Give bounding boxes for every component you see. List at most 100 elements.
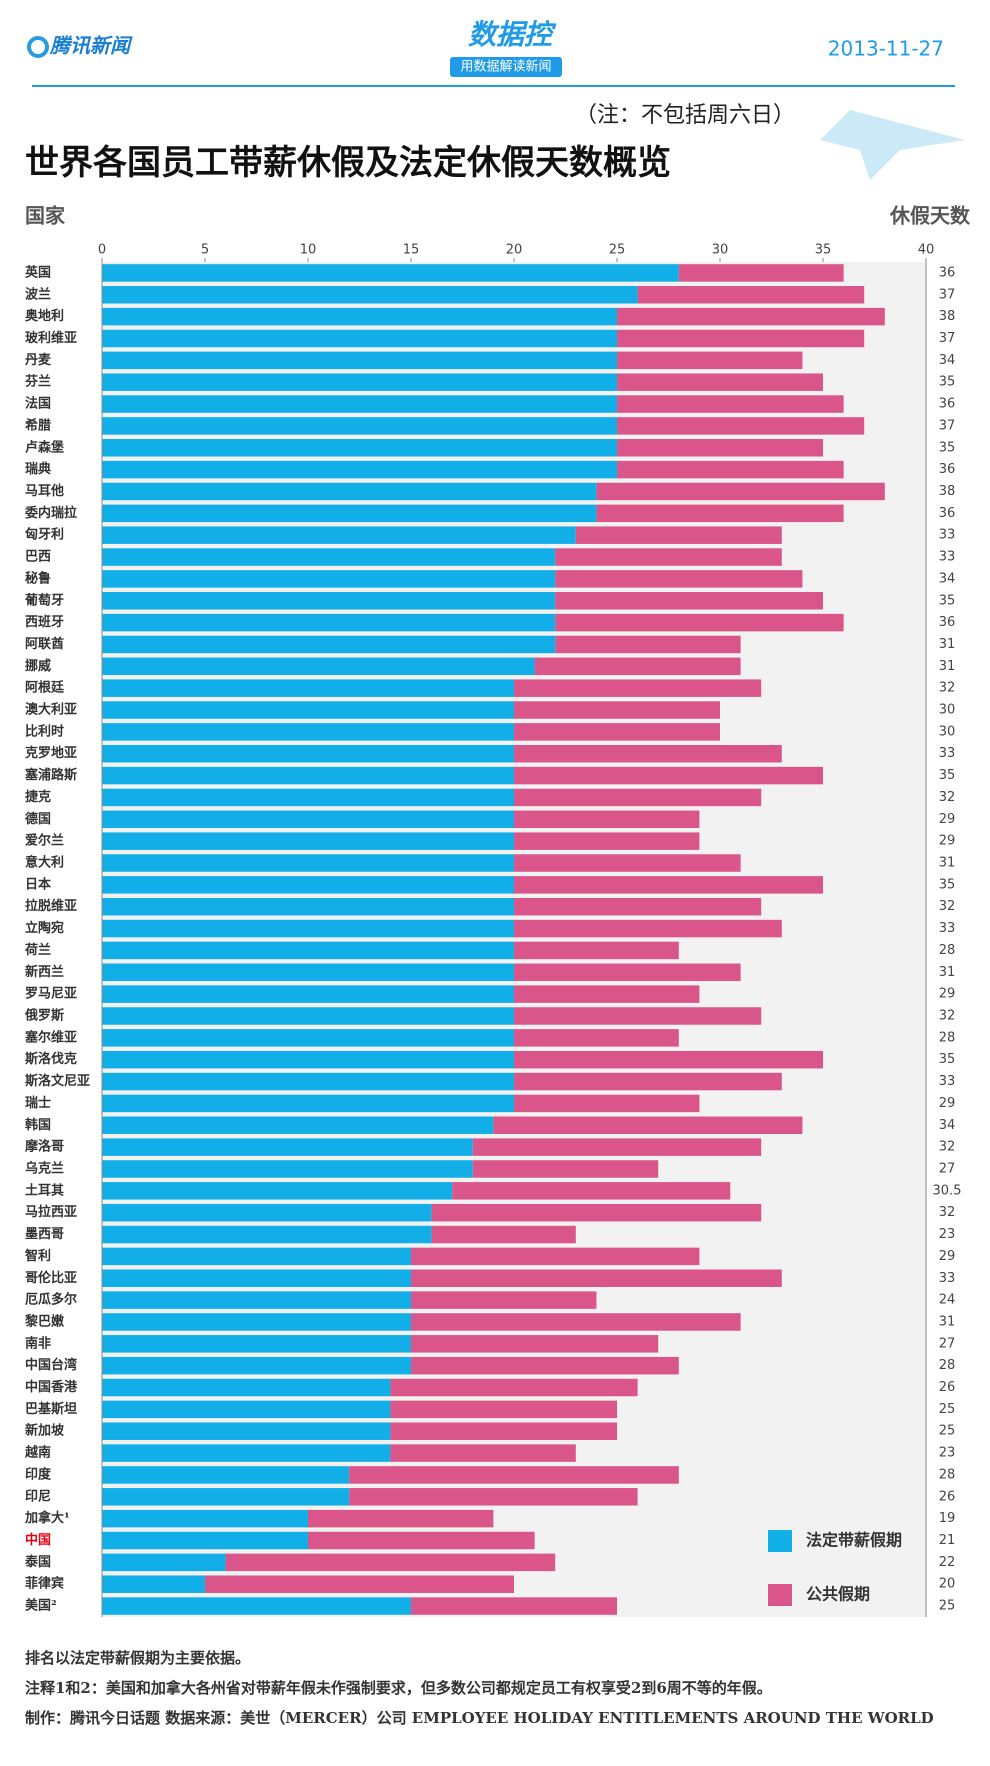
bar-segment bbox=[102, 679, 514, 697]
total-label: 33 bbox=[939, 1074, 956, 1089]
bar-segment bbox=[514, 876, 823, 894]
chart-title: 世界各国员工带薪休假及法定休假天数概览 bbox=[25, 143, 671, 183]
total-label: 20 bbox=[939, 1577, 956, 1592]
logo: 腾讯新闻 bbox=[49, 34, 133, 58]
y-tick-label: 印尼 bbox=[25, 1489, 51, 1504]
total-label: 31 bbox=[939, 659, 956, 674]
bar-segment bbox=[514, 1050, 823, 1069]
total-label: 27 bbox=[939, 1161, 956, 1176]
bar-segment bbox=[349, 1466, 679, 1484]
value-axis-label: 休假天数 bbox=[889, 204, 971, 228]
y-tick-label: 芬兰 bbox=[24, 374, 51, 390]
y-tick-label: 巴基斯坦 bbox=[25, 1401, 77, 1417]
total-label: 25 bbox=[939, 1599, 956, 1614]
bar-segment bbox=[102, 1444, 391, 1462]
y-tick-label: 荷兰 bbox=[24, 942, 51, 958]
bar-segment bbox=[411, 1247, 700, 1266]
bar-segment bbox=[102, 1531, 308, 1550]
bar-segment bbox=[102, 744, 514, 763]
y-tick-label: 摩洛哥 bbox=[25, 1139, 64, 1155]
total-label: 29 bbox=[939, 1096, 956, 1111]
x-tick-label: 15 bbox=[403, 243, 420, 258]
bar-segment bbox=[102, 985, 514, 1003]
y-tick-label: 捷克 bbox=[25, 789, 51, 805]
y-tick-label: 泰国 bbox=[24, 1554, 51, 1570]
bar-segment bbox=[102, 1356, 411, 1375]
bar-segment bbox=[411, 1291, 597, 1309]
bar-segment bbox=[102, 417, 617, 435]
y-tick-label: 瑞士 bbox=[25, 1095, 51, 1111]
y-tick-label: 葡萄牙 bbox=[24, 592, 64, 608]
bar-segment bbox=[514, 788, 762, 807]
bar-segment bbox=[102, 548, 556, 566]
y-tick-label: 菲律宾 bbox=[25, 1576, 64, 1592]
bar-segment bbox=[102, 723, 514, 741]
bar-segment bbox=[308, 1509, 494, 1528]
bar-segment bbox=[102, 1422, 391, 1440]
total-label: 23 bbox=[939, 1446, 956, 1461]
y-tick-label: 俄罗斯 bbox=[24, 1007, 64, 1023]
y-tick-label: 阿联酋 bbox=[25, 636, 64, 652]
bar-segment bbox=[472, 1160, 659, 1178]
y-tick-label: 马拉西亚 bbox=[25, 1204, 77, 1220]
total-label: 35 bbox=[939, 593, 956, 608]
bar-segment bbox=[102, 504, 597, 523]
total-label: 29 bbox=[939, 834, 956, 849]
bar-segment bbox=[514, 1029, 679, 1047]
bar-segment bbox=[102, 439, 617, 457]
y-tick-label: 韩国 bbox=[25, 1117, 51, 1133]
bar-segment bbox=[102, 832, 514, 850]
total-label: 31 bbox=[939, 856, 956, 871]
bar-segment bbox=[102, 1182, 453, 1200]
bar-segment bbox=[514, 897, 762, 916]
y-tick-label: 哥伦比亚 bbox=[25, 1270, 77, 1286]
bar-segment bbox=[102, 482, 597, 501]
total-label: 33 bbox=[939, 528, 956, 543]
brand: 数据控 bbox=[468, 18, 557, 51]
bar-segment bbox=[617, 395, 844, 413]
bar-segment bbox=[102, 395, 617, 413]
brand-tagline: 用数据解读新闻 bbox=[460, 59, 551, 75]
bar-segment bbox=[514, 919, 782, 938]
bar-segment bbox=[102, 592, 556, 610]
total-label: 32 bbox=[939, 1205, 956, 1220]
bar-segment bbox=[390, 1378, 638, 1397]
x-tick-label: 35 bbox=[815, 243, 832, 258]
y-tick-label: 黎巴嫩 bbox=[25, 1313, 65, 1329]
bar-segment bbox=[596, 504, 844, 523]
y-tick-label: 印度 bbox=[25, 1466, 52, 1482]
bar-segment bbox=[514, 941, 679, 960]
y-tick-label: 希腊 bbox=[25, 417, 51, 433]
bar-segment bbox=[102, 635, 556, 654]
bar-segment bbox=[102, 1094, 514, 1113]
legend-swatch bbox=[768, 1530, 792, 1552]
bar-segment bbox=[102, 1116, 494, 1135]
bar-segment bbox=[102, 264, 679, 282]
y-tick-label: 巴西 bbox=[25, 550, 51, 565]
bar-segment bbox=[390, 1422, 617, 1440]
y-tick-label: 马耳他 bbox=[25, 483, 64, 499]
y-tick-label: 瑞典 bbox=[25, 461, 51, 477]
bar-segment bbox=[617, 460, 844, 479]
bar-segment bbox=[411, 1356, 679, 1375]
x-tick-label: 20 bbox=[506, 243, 523, 258]
total-label: 34 bbox=[939, 353, 956, 368]
bar-segment bbox=[514, 1094, 700, 1113]
y-tick-label: 南非 bbox=[25, 1335, 51, 1351]
bar-segment bbox=[514, 766, 823, 785]
total-label: 32 bbox=[939, 790, 956, 805]
bar-segment bbox=[514, 723, 720, 741]
y-tick-label: 乌克兰 bbox=[25, 1160, 64, 1176]
total-label: 31 bbox=[939, 1314, 956, 1329]
total-label: 28 bbox=[939, 1358, 956, 1373]
y-tick-label: 越南 bbox=[24, 1445, 51, 1461]
bar-segment bbox=[102, 1160, 473, 1178]
y-tick-label: 中国台湾 bbox=[25, 1357, 77, 1373]
total-label: 22 bbox=[939, 1555, 956, 1570]
bar-segment bbox=[678, 264, 844, 282]
bar-segment bbox=[555, 635, 741, 654]
bar-segment bbox=[493, 1116, 803, 1135]
y-tick-label: 澳大利亚 bbox=[25, 702, 77, 718]
bar-segment bbox=[617, 351, 803, 370]
